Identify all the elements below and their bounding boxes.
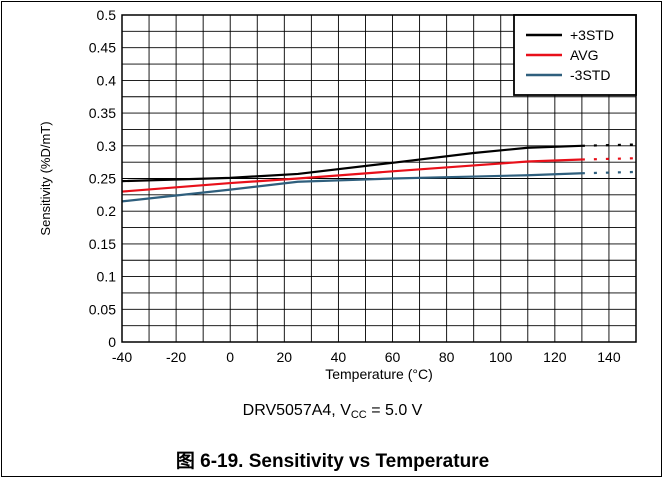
series-line-1 xyxy=(121,144,582,183)
y-tick-label: 0.15 xyxy=(89,236,116,252)
device-caption: DRV5057A4, VCC = 5.0 V xyxy=(0,402,665,421)
y-tick-label: 0 xyxy=(108,334,116,350)
x-tick-label: 80 xyxy=(439,349,455,365)
series-line-3 xyxy=(121,172,582,203)
legend-label-1: +3STD xyxy=(570,27,614,43)
x-tick-label: 60 xyxy=(385,349,401,365)
y-tick-label: 0.35 xyxy=(89,105,116,121)
y-tick-label: 0.5 xyxy=(97,7,117,23)
y-tick-label: 0.45 xyxy=(89,40,116,56)
sensitivity-chart: -40 -20 0 20 40 60 80 100 120 140 0 0.05 0.1 0.15 0.2… xyxy=(38,7,637,382)
x-tick-label: 20 xyxy=(277,349,293,365)
figure-caption: 图 6-19. Sensitivity vs Temperature xyxy=(175,451,490,472)
x-axis-label: Temperature (°C) xyxy=(325,366,433,382)
legend-label-2: AVG xyxy=(570,47,599,63)
x-tick-label: 0 xyxy=(226,349,234,365)
series-layer xyxy=(121,143,637,203)
y-tick-label: 0.3 xyxy=(97,138,117,154)
y-tick-label: 0.05 xyxy=(89,301,116,317)
device-caption-prefix: DRV5057A4, V xyxy=(242,402,351,419)
x-tick-label: 40 xyxy=(331,349,347,365)
y-tick-label: 0.2 xyxy=(97,203,117,219)
y-tick-labels: 0 0.05 0.1 0.15 0.2 0.25 0.3 0.35 0.4 0.45 0.5 xyxy=(89,7,116,350)
plot-border xyxy=(121,14,637,343)
y-axis-label: Sensitivity (%D/mT) xyxy=(38,121,53,235)
legend-label-3: -3STD xyxy=(570,67,610,83)
y-tick-label: 0.25 xyxy=(89,171,116,187)
y-tick-label: 0.4 xyxy=(97,72,117,88)
x-tick-label: -40 xyxy=(112,349,132,365)
x-tick-labels: -40 -20 0 20 40 60 80 100 120 140 xyxy=(112,349,621,365)
legend: +3STD AVG -3STD xyxy=(513,14,637,96)
device-caption-suffix: = 5.0 V xyxy=(366,402,423,419)
x-tick-label: 140 xyxy=(597,349,621,365)
x-tick-label: 100 xyxy=(489,349,513,365)
device-caption-subscript: CC xyxy=(350,409,367,421)
series-line-2 xyxy=(121,158,582,193)
x-tick-label: 120 xyxy=(543,349,567,365)
y-tick-label: 0.1 xyxy=(97,269,117,285)
x-tick-label: -20 xyxy=(166,349,186,365)
